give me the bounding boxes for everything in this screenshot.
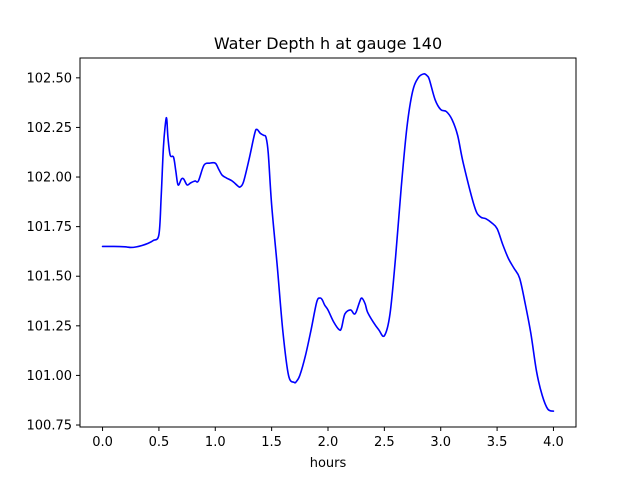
water-depth-series-line — [101, 73, 555, 412]
x-tick-label: 1.5 — [261, 435, 282, 450]
y-tick-label: 101.00 — [27, 369, 73, 384]
y-tick-label: 101.50 — [27, 270, 73, 285]
y-axis: 100.75 101.00 101.25 101.50 101.75 102.00 102.… — [27, 71, 80, 434]
y-tick-label: 102.50 — [27, 71, 73, 86]
x-tick-label: 0.5 — [149, 435, 170, 450]
y-tick-label: 102.00 — [27, 171, 73, 186]
x-tick-label: 4.0 — [543, 435, 564, 450]
x-axis-label: hours — [310, 456, 347, 471]
x-tick-label: 1.0 — [205, 435, 226, 450]
x-tick-label: 0.0 — [92, 435, 113, 450]
x-axis: 0.0 0.5 1.0 1.5 2.0 2.5 3.0 3.5 4.0 — [92, 427, 564, 450]
x-tick-label: 2.0 — [318, 435, 339, 450]
x-tick-label: 3.5 — [487, 435, 508, 450]
y-tick-label: 100.75 — [27, 419, 73, 434]
y-tick-label: 101.75 — [27, 220, 73, 235]
x-tick-label: 3.0 — [430, 435, 451, 450]
y-tick-label: 101.25 — [27, 319, 73, 334]
x-tick-label: 2.5 — [374, 435, 395, 450]
y-tick-label: 102.25 — [27, 121, 73, 136]
chart-title: Water Depth h at gauge 140 — [214, 34, 442, 53]
